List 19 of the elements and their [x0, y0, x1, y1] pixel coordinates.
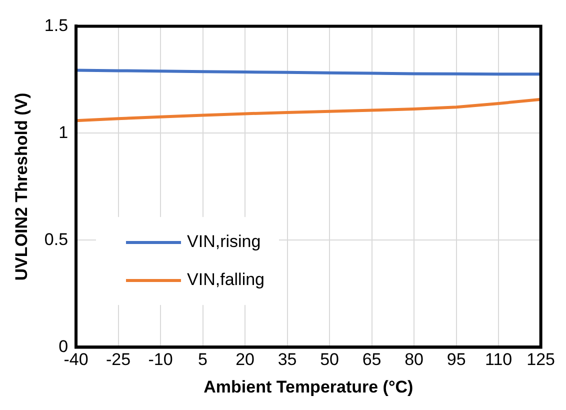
x-tick-label: 65	[362, 350, 382, 370]
legend-label: VIN,falling	[187, 270, 265, 290]
x-tick-label: 20	[236, 350, 255, 370]
y-axis-title: UVLOIN2 Threshold (V)	[12, 92, 31, 281]
x-tick-label: -25	[106, 350, 131, 370]
y-tick-label: 1.5	[44, 16, 68, 35]
y-tick-label: 0.5	[44, 230, 68, 249]
x-tick-label: 110	[485, 350, 512, 370]
y-tick-label: 0	[58, 336, 68, 356]
x-tick-label: 125	[526, 350, 556, 370]
x-tick-label: -10	[148, 350, 173, 370]
x-tick-label: 5	[198, 350, 208, 370]
y-tick-label: 1	[58, 122, 68, 142]
x-tick-label: 50	[320, 350, 340, 370]
legend-label: VIN,rising	[187, 232, 261, 252]
x-tick-label: 35	[278, 350, 297, 370]
x-tick-label: 80	[404, 350, 424, 370]
x-axis-title: Ambient Temperature (°C)	[204, 377, 414, 396]
x-tick-label: 95	[446, 350, 466, 370]
